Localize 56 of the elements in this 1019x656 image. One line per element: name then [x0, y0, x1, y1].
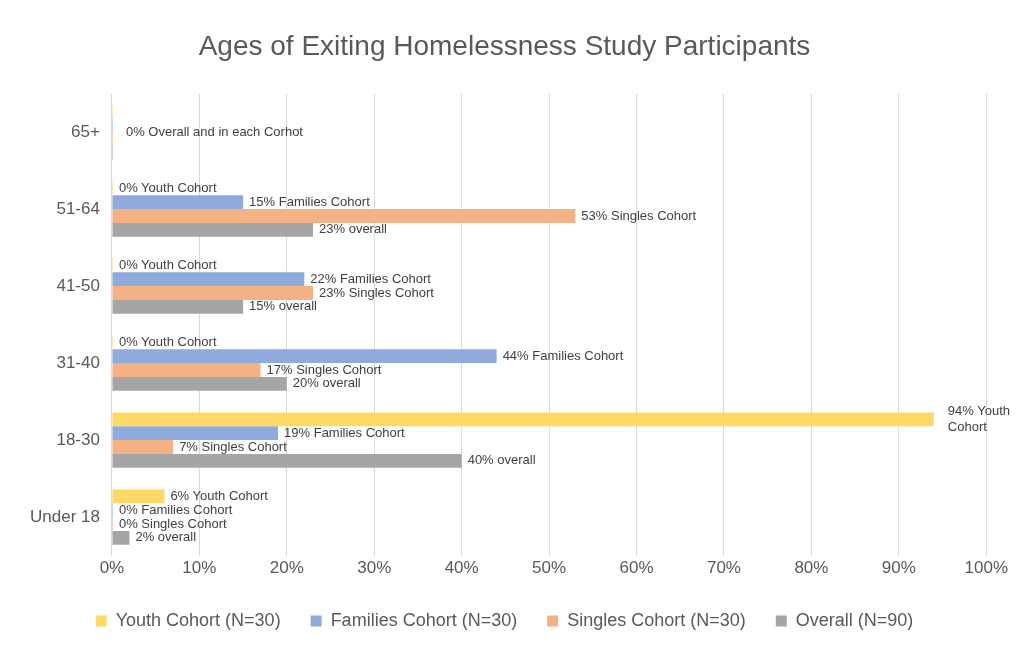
x-tick-label: 80%: [794, 558, 829, 578]
bar: [112, 299, 244, 314]
data-label: 0% Youth Cohort: [118, 256, 217, 272]
bar: [112, 286, 314, 300]
data-label: 0% Families Cohort: [118, 501, 233, 517]
bar: [112, 489, 165, 504]
annotation: 0% Overall and in each Corhot: [125, 123, 304, 139]
x-tick-label: 100%: [964, 558, 1008, 578]
data-label: 0% Singles Cohort: [118, 515, 227, 531]
x-tick-label: 30%: [357, 558, 392, 578]
data-label: 19% Families Cohort: [284, 424, 406, 440]
data-label: 6% Youth Cohort: [170, 487, 269, 503]
data-label: 22% Families Cohort: [310, 270, 432, 286]
x-tick-label: 90%: [881, 558, 916, 578]
legend-label: Overall (N=90): [795, 609, 914, 630]
y-tick-label: 65+: [71, 121, 100, 141]
bar: [112, 412, 934, 427]
y-tick-label: 18-30: [56, 429, 100, 449]
y-tick-label: 41-50: [56, 275, 100, 295]
x-tick-label: 20%: [269, 558, 304, 578]
data-label: 40% overall: [467, 452, 536, 468]
bar: [112, 426, 279, 441]
data-label: 44% Families Cohort: [502, 347, 624, 363]
data-label: 17% Singles Cohort: [266, 361, 382, 377]
x-tick-label: 50%: [532, 558, 567, 578]
bar: [112, 272, 305, 287]
y-tick-label: 51-64: [56, 198, 100, 218]
x-tick-label: 60%: [619, 558, 654, 578]
data-label: 23% Singles Cohort: [319, 284, 435, 300]
data-label: 94% Youth Cohort: [947, 402, 1010, 434]
legend-label: Singles Cohort (N=30): [567, 609, 746, 630]
chart-title: Ages of Exiting Homelessness Study Participants: [198, 29, 811, 61]
legend-label: Youth Cohort (N=30): [115, 609, 281, 630]
y-tick-label: Under 18: [30, 506, 100, 526]
data-label: 0% Youth Cohort: [118, 179, 217, 195]
data-label: 53% Singles Cohort: [581, 207, 697, 223]
bar: [112, 349, 497, 364]
data-label: 15% Families Cohort: [249, 193, 371, 209]
bar: [112, 453, 462, 468]
bar: [112, 363, 261, 377]
legend-label: Families Cohort (N=30): [330, 609, 518, 630]
data-label: 0% Youth Cohort: [118, 333, 217, 349]
bar: [112, 195, 244, 210]
data-label: 15% overall: [249, 298, 318, 314]
bar: [112, 209, 576, 223]
x-tick-label: 0%: [99, 558, 125, 578]
bar: [112, 376, 287, 391]
bar: [112, 440, 174, 454]
bar: [112, 222, 314, 237]
data-label: 23% overall: [319, 221, 388, 237]
data-label: 7% Singles Cohort: [179, 438, 288, 454]
y-tick-label: 31-40: [56, 352, 100, 372]
bar: [112, 530, 130, 545]
x-tick-label: 40%: [444, 558, 479, 578]
x-tick-label: 10%: [182, 558, 217, 578]
x-tick-label: 70%: [706, 558, 741, 578]
